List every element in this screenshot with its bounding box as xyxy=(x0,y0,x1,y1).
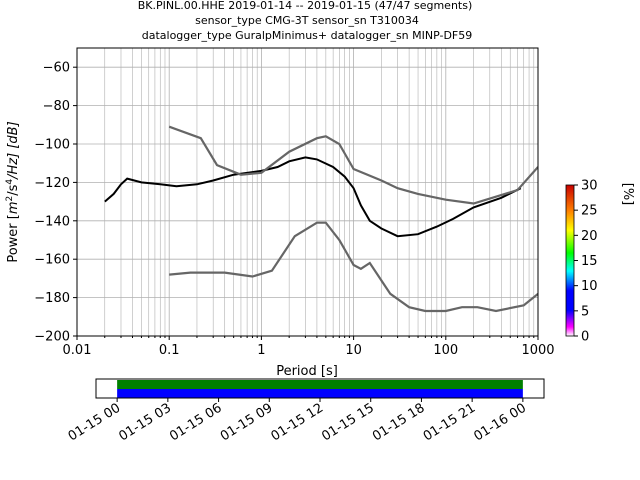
y-axis-ticks: −60 −80 −100 −120 −140 −160 −180 −200 xyxy=(34,61,77,345)
x-tick-label: 0.1 xyxy=(159,343,180,358)
plot-frame xyxy=(76,47,539,337)
y-tick-label: −160 xyxy=(34,253,70,268)
x-tick-label: 0.01 xyxy=(63,343,92,358)
x-tick-label: 10 xyxy=(345,343,362,358)
coverage-lower-bar xyxy=(117,389,523,398)
colorbar-tick-label: 30 xyxy=(581,179,598,194)
x-tick-label: 1 xyxy=(257,343,265,358)
x-tick-label: 1000 xyxy=(521,343,554,358)
colorbar-tick-label: 0 xyxy=(581,330,589,345)
y-tick-label: −120 xyxy=(34,176,70,191)
title-line-1: BK.PINL.00.HHE 2019-01-14 -- 2019-01-15 … xyxy=(138,0,473,12)
y-axis-label: Power [m2/s4/Hz] [dB] xyxy=(5,121,21,262)
colorbar-tick-label: 5 xyxy=(581,304,589,319)
timeline-tick-label: 01-15 09 xyxy=(218,401,276,445)
new-high-noise-model-line xyxy=(168,125,538,205)
timeline-tick-label: 01-15 21 xyxy=(421,401,479,445)
y-axis-label-part: /s xyxy=(6,184,21,195)
y-tick-label: −100 xyxy=(34,138,70,153)
title-line-3: datalogger_type GuralpMinimus+ datalogge… xyxy=(142,29,473,42)
timeline-tick-label: 01-15 00 xyxy=(66,401,124,445)
y-tick-label: −60 xyxy=(43,61,70,76)
plot-area xyxy=(77,48,538,336)
y-tick-label: −140 xyxy=(34,214,70,229)
median-line xyxy=(104,156,522,238)
colorbar xyxy=(565,184,575,337)
new-low-noise-model-line xyxy=(169,221,538,313)
y-axis-label-part: 4 xyxy=(5,179,15,185)
timeline-tick-label: 01-15 06 xyxy=(167,401,225,445)
y-axis-label-part: m xyxy=(6,201,21,214)
y-tick-label: −200 xyxy=(34,330,70,345)
y-axis-label-part: 2 xyxy=(5,196,15,202)
timeline-tick-label: 01-15 12 xyxy=(269,401,327,445)
timeline-tick-label: 01-15 15 xyxy=(319,401,377,445)
y-tick-label: −180 xyxy=(34,291,70,306)
timeline-bars xyxy=(117,380,523,398)
series-lines xyxy=(104,125,538,313)
timeline-tick-label: 01-16 00 xyxy=(471,401,529,445)
y-axis-label-part: Power [ xyxy=(6,214,21,263)
x-axis-ticks: 0.01 0.1 1 10 100 1000 xyxy=(63,336,555,358)
colorbar-tick-label: 25 xyxy=(581,204,598,219)
title-line-2: sensor_type CMG-3T sensor_sn T310034 xyxy=(195,14,419,27)
y-tick-label: −80 xyxy=(43,99,70,114)
colorbar-tick-label: 10 xyxy=(581,279,598,294)
timeline-tick-label: 01-15 18 xyxy=(370,401,428,445)
colorbar-tick-label: 20 xyxy=(581,229,598,244)
grid xyxy=(76,48,538,336)
x-tick-label: 100 xyxy=(433,343,458,358)
coverage-upper-bar xyxy=(117,380,523,389)
colorbar-ticks: 0 5 10 15 20 25 30 xyxy=(574,179,598,345)
x-axis-label: Period [s] xyxy=(276,364,338,379)
y-axis-label-part: /Hz] [dB] xyxy=(6,121,21,180)
colorbar-label: [%] xyxy=(620,183,635,206)
timeline-tick-label: 01-15 03 xyxy=(116,401,174,445)
colorbar-tick-label: 15 xyxy=(581,254,598,269)
